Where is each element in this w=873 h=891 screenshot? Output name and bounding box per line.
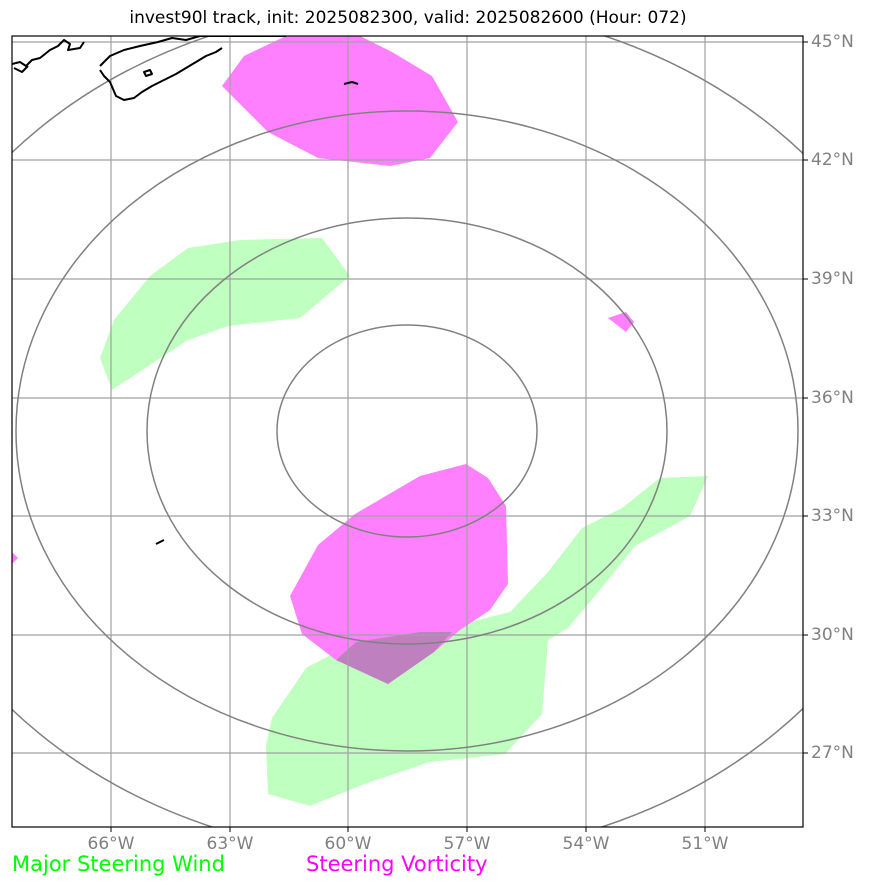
range-ring-3 — [15, 110, 799, 752]
coastline-cape-breton — [13, 65, 29, 73]
lat-label-36n: 36°N — [811, 388, 854, 408]
lon-label-57w: 57°W — [443, 834, 491, 854]
steering-wind-area-south — [266, 476, 708, 806]
coastline-island — [143, 69, 153, 77]
steering-vorticity-area-west-edge — [12, 552, 18, 564]
range-ring-1 — [276, 324, 538, 538]
coastline-nova-scotia — [12, 36, 286, 101]
legend-steering-wind: Major Steering Wind — [12, 852, 225, 876]
range-ring-2 — [146, 217, 668, 645]
steering-vorticity-area-south — [290, 464, 508, 684]
lon-label-60w: 60°W — [324, 834, 372, 854]
lat-label-30n: 30°N — [811, 625, 854, 645]
legend-steering-vorticity: Steering Vorticity — [306, 852, 488, 876]
map-title: invest90l track, init: 2025082300, valid… — [129, 8, 687, 28]
lat-label-45n: 45°N — [811, 32, 854, 52]
lon-label-66w: 66°W — [87, 834, 135, 854]
range-rings — [12, 36, 803, 827]
lat-label-42n: 42°N — [811, 150, 854, 170]
coastline — [12, 36, 359, 545]
lon-label-63w: 63°W — [206, 834, 254, 854]
lat-label-33n: 33°N — [811, 506, 854, 526]
coastline-bermuda — [155, 539, 165, 545]
lat-label-39n: 39°N — [811, 269, 854, 289]
steering-wind-area-north — [100, 238, 350, 390]
overlap-area — [336, 632, 452, 684]
steering-vorticity-area-north — [222, 36, 458, 166]
map-frame — [11, 35, 804, 828]
lon-label-51w: 51°W — [681, 834, 729, 854]
latitude-grid — [12, 41, 803, 754]
lon-label-54w: 54°W — [562, 834, 610, 854]
longitude-grid — [110, 36, 706, 827]
lat-label-27n: 27°N — [811, 743, 854, 763]
coastline-sable-island — [343, 81, 359, 85]
